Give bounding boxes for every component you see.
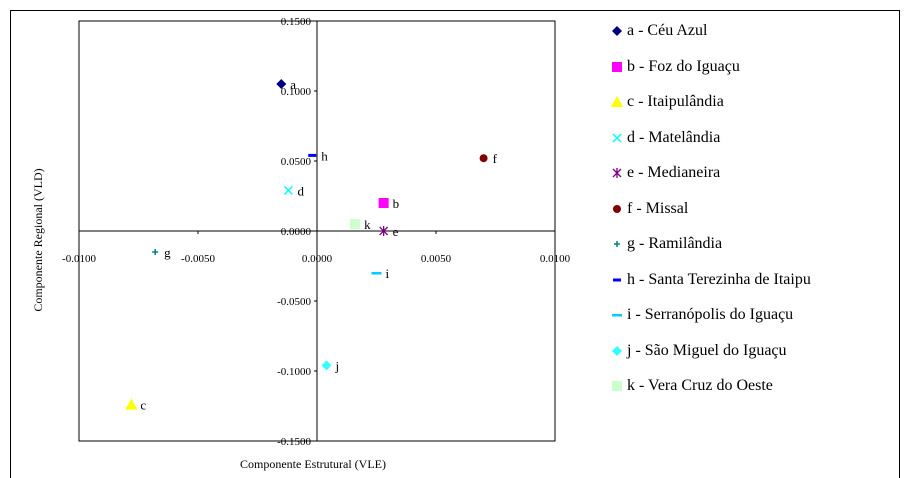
x-tick-label: 0.0000 bbox=[302, 253, 333, 265]
data-point-j: j bbox=[321, 358, 340, 373]
data-point-c: c bbox=[125, 398, 146, 413]
marker-triangle bbox=[125, 398, 138, 410]
point-label-a: a bbox=[290, 77, 296, 92]
y-tick-label: -0.1500 bbox=[277, 436, 311, 448]
marker-plus bbox=[614, 241, 620, 247]
legend-label-a: a - Céu Azul bbox=[627, 22, 708, 39]
marker-diamond bbox=[612, 345, 622, 356]
legend-item-a: a - Céu Azul bbox=[611, 20, 707, 42]
marker-diamond bbox=[276, 79, 287, 89]
point-label-b: b bbox=[393, 196, 400, 211]
y-tick-labels: 0.1500 0.1000 0.0500 0.0000 -0.0500 -0.1000 -0… bbox=[277, 16, 317, 448]
y-tick-label: 0.0000 bbox=[281, 226, 312, 238]
marker-diamond bbox=[612, 26, 622, 36]
marker-triangle bbox=[611, 96, 623, 107]
point-label-f: f bbox=[493, 151, 498, 166]
marker-square bbox=[378, 198, 389, 208]
marker-dash bbox=[371, 272, 382, 275]
marker-plus bbox=[152, 249, 159, 255]
legend-item-k: k - Vera Cruz do Oeste bbox=[611, 375, 773, 397]
marker-square bbox=[612, 61, 622, 72]
data-point-i: i bbox=[371, 266, 390, 281]
point-label-h: h bbox=[321, 148, 328, 163]
x-tick-label: -0.0050 bbox=[181, 253, 215, 265]
point-label-k: k bbox=[364, 217, 371, 232]
y-tick-label: -0.1000 bbox=[277, 366, 311, 378]
legend-item-i: i - Serranópolis do Iguaçu bbox=[611, 304, 793, 326]
x-axis-title: Componente Estrutural (VLE) bbox=[240, 457, 386, 471]
x-tick-label: 0.0100 bbox=[540, 253, 571, 265]
marker-hbar bbox=[613, 278, 621, 281]
legend-item-b: b - Foz do Iguaçu bbox=[611, 56, 740, 78]
legend-label-f: f - Missal bbox=[627, 199, 689, 217]
legend-marker-f bbox=[611, 202, 623, 216]
data-point-g: g bbox=[152, 245, 171, 260]
point-label-d: d bbox=[297, 183, 304, 198]
legend-marker-j bbox=[611, 344, 623, 358]
legend-item-h: h - Santa Terezinha de Itaipu bbox=[611, 269, 811, 291]
figure-border bbox=[10, 10, 900, 478]
legend-item-c: c - Itaipulândia bbox=[611, 91, 724, 113]
marker-square bbox=[350, 219, 361, 229]
data-points: a b c d e f g h i j k bbox=[125, 77, 498, 413]
data-point-e: e bbox=[379, 224, 399, 239]
legend-marker-h bbox=[611, 273, 623, 287]
legend-marker-b bbox=[611, 60, 623, 74]
marker-x bbox=[612, 132, 622, 143]
legend-marker-i bbox=[611, 308, 623, 322]
legend-label-c: c - Itaipulândia bbox=[627, 93, 724, 110]
data-point-d: d bbox=[283, 183, 304, 198]
y-axis-title: Componente Regional (VLD) bbox=[31, 168, 45, 311]
data-point-f: f bbox=[479, 151, 498, 166]
point-label-g: g bbox=[164, 245, 171, 260]
legend-label-d: d - Matelândia bbox=[627, 128, 721, 146]
x-tick-label: 0.0050 bbox=[421, 253, 452, 265]
marker-x bbox=[283, 185, 293, 195]
legend-marker-a bbox=[611, 24, 623, 38]
marker-hbar bbox=[308, 153, 317, 157]
marker-star bbox=[379, 226, 389, 236]
legend-label-i: i - Serranópolis do Iguaçu bbox=[627, 306, 794, 323]
marker-diamond bbox=[321, 360, 332, 371]
legend-label-g: g - Ramilândia bbox=[627, 235, 723, 252]
x-tick-label: -0.0100 bbox=[62, 253, 96, 265]
marker-star bbox=[612, 168, 622, 178]
marker-dash bbox=[612, 314, 622, 317]
legend-label-b: b - Foz do Iguaçu bbox=[627, 57, 740, 75]
point-label-i: i bbox=[386, 266, 390, 281]
data-point-k: k bbox=[350, 217, 371, 232]
y-tick-label: 0.1500 bbox=[281, 16, 312, 28]
legend-label-e: e - Medianeira bbox=[627, 164, 721, 181]
legend-marker-g bbox=[611, 237, 623, 251]
marker-circle bbox=[479, 154, 488, 163]
y-tick-label: 0.0500 bbox=[281, 156, 312, 168]
legend-item-f: f - Missal bbox=[611, 198, 688, 220]
data-point-h: h bbox=[308, 148, 328, 163]
legend-marker-c bbox=[611, 95, 623, 109]
legend-marker-e bbox=[611, 166, 623, 180]
legend-item-j: j - São Miguel do Iguaçu bbox=[611, 340, 787, 362]
data-point-b: b bbox=[378, 196, 400, 211]
marker-square bbox=[612, 381, 622, 391]
point-label-j: j bbox=[335, 358, 340, 373]
y-tick-label: 0.1000 bbox=[281, 86, 312, 98]
x-tick-labels: -0.0100 -0.0050 0.0000 0.0050 0.0100 bbox=[62, 231, 571, 265]
legend-marker-k bbox=[611, 379, 623, 393]
data-point-a: a bbox=[276, 77, 296, 92]
point-label-c: c bbox=[140, 398, 146, 413]
legend-label-j: j - São Miguel do Iguaçu bbox=[627, 341, 787, 359]
legend-label-h: h - Santa Terezinha de Itaipu bbox=[627, 270, 811, 288]
legend-marker-d bbox=[611, 131, 623, 145]
marker-circle bbox=[613, 204, 621, 213]
point-label-e: e bbox=[393, 224, 399, 239]
legend-item-e: e - Medianeira bbox=[611, 162, 720, 184]
legend-item-d: d - Matelândia bbox=[611, 127, 720, 149]
legend-item-g: g - Ramilândia bbox=[611, 233, 722, 255]
legend-label-k: k - Vera Cruz do Oeste bbox=[627, 377, 773, 394]
y-tick-label: -0.0500 bbox=[277, 296, 311, 308]
